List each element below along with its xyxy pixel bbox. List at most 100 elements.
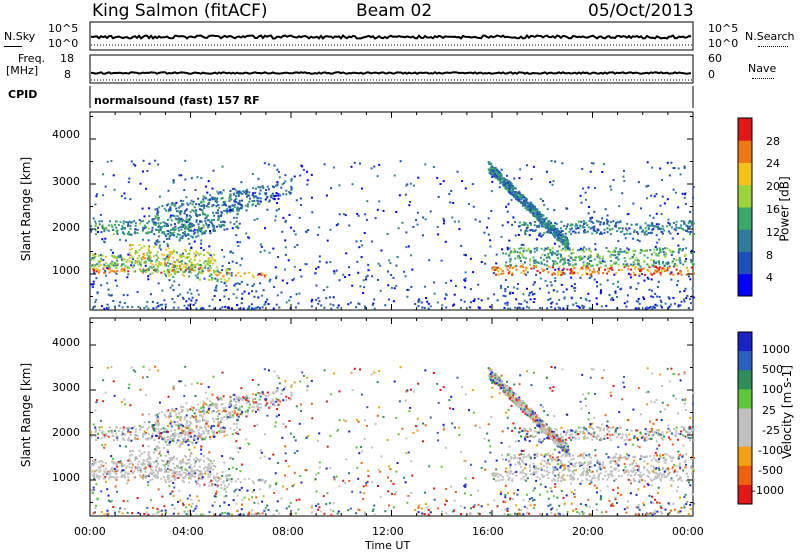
- power-echo-point: [676, 264, 679, 267]
- power-echo-point: [604, 268, 607, 271]
- power-noise-point: [484, 262, 487, 265]
- power-echo-point: [632, 249, 635, 252]
- power-noise-point: [619, 250, 621, 253]
- power-echo-point: [181, 202, 183, 205]
- power-echo-point: [510, 184, 513, 186]
- power-noise-point: [654, 303, 657, 306]
- power-noise-point: [638, 302, 641, 305]
- velocity-noise-point: [141, 413, 144, 416]
- power-echo-point: [156, 209, 159, 212]
- power-echo-point: [514, 257, 517, 260]
- power-echo-point: [587, 257, 589, 260]
- velocity-noise-point: [112, 506, 115, 508]
- velocity-noise-point: [132, 369, 135, 372]
- power-noise-point: [549, 281, 552, 284]
- power-echo-point: [233, 206, 236, 208]
- power-echo-point: [494, 269, 496, 271]
- power-noise-point: [577, 305, 580, 308]
- velocity-noise-point: [578, 454, 581, 457]
- velocity-echo-point: [184, 468, 187, 471]
- power-noise-point: [311, 211, 314, 214]
- power-echo-point: [106, 228, 109, 231]
- power-noise-point: [253, 295, 256, 298]
- power-noise-point: [305, 263, 308, 266]
- power-echo-point: [524, 231, 526, 234]
- velocity-noise-point: [589, 423, 592, 426]
- power-echo-point: [506, 179, 509, 182]
- power-echo-point: [226, 207, 229, 210]
- power-noise-point: [325, 297, 328, 300]
- power-noise-point: [236, 304, 238, 307]
- power-noise-point: [405, 246, 408, 249]
- power-noise-point: [416, 211, 419, 214]
- cpid-text: normalsound (fast) 157 RF: [94, 94, 260, 107]
- power-echo-point: [636, 223, 639, 226]
- power-noise-point: [556, 290, 559, 293]
- velocity-noise-point: [401, 427, 404, 430]
- velocity-noise-point: [549, 387, 552, 390]
- power-echo-point: [149, 259, 152, 262]
- power-noise-point: [511, 292, 514, 294]
- power-noise-point: [615, 307, 618, 310]
- power-echo-point: [185, 218, 188, 221]
- velocity-echo-point: [95, 473, 98, 476]
- power-echo-point: [205, 223, 208, 226]
- velocity-noise-point: [427, 508, 430, 511]
- freq-tick-bottom: 8: [64, 68, 71, 81]
- power-echo-point: [630, 223, 633, 226]
- power-noise-point: [349, 301, 352, 304]
- power-noise-point: [268, 280, 271, 283]
- power-noise-point: [458, 228, 461, 230]
- power-echo-point: [549, 249, 552, 251]
- velocity-noise-point: [458, 434, 461, 436]
- power-echo-point: [670, 226, 673, 229]
- velocity-noise-point: [127, 387, 130, 390]
- power-echo-point: [638, 273, 641, 276]
- power-echo-point: [551, 273, 554, 276]
- power-echo-point: [162, 254, 165, 257]
- power-echo-point: [654, 271, 657, 273]
- power-noise-point: [531, 293, 534, 296]
- power-noise-point: [655, 212, 658, 215]
- power-noise-point: [641, 273, 644, 276]
- power-echo-point: [233, 223, 236, 226]
- power-echo-point: [591, 270, 594, 273]
- velocity-echo-point: [198, 474, 201, 477]
- power-echo-point: [580, 258, 583, 260]
- power-echo-point: [491, 169, 494, 172]
- power-noise-point: [231, 227, 234, 230]
- power-echo-point: [95, 267, 98, 270]
- velocity-noise-point: [298, 498, 301, 501]
- power-echo-point: [196, 229, 199, 231]
- velocity-noise-point: [428, 465, 431, 468]
- power-echo-point: [643, 274, 646, 276]
- power-noise-point: [134, 164, 137, 167]
- power-echo-point: [575, 223, 578, 226]
- power-noise-point: [412, 184, 415, 187]
- velocity-noise-point: [599, 489, 602, 492]
- power-echo-point: [189, 258, 192, 261]
- velocity-noise-point: [666, 404, 669, 407]
- velocity-noise-point: [288, 505, 291, 508]
- velocity-noise-point: [169, 420, 172, 423]
- power-echo-point: [552, 233, 555, 236]
- power-noise-point: [390, 274, 393, 276]
- velocity-noise-point: [274, 400, 277, 403]
- power-noise-point: [291, 279, 294, 282]
- power-echo-point: [256, 199, 259, 202]
- velocity-noise-point: [179, 499, 182, 502]
- power-echo-point: [270, 196, 273, 199]
- power-noise-point: [680, 300, 683, 303]
- power-noise-point: [263, 162, 266, 165]
- power-echo-point: [487, 161, 490, 164]
- velocity-noise-point: [172, 385, 175, 388]
- power-noise-point: [384, 304, 387, 307]
- power-noise-point: [110, 160, 113, 162]
- power-echo-point: [647, 264, 650, 267]
- power-noise-point: [275, 275, 278, 278]
- power-echo-point: [510, 264, 512, 267]
- power-noise-point: [464, 271, 467, 274]
- xtick-4: 16:00: [472, 525, 504, 538]
- power-echo-point: [544, 217, 547, 220]
- velocity-noise-point: [575, 508, 578, 511]
